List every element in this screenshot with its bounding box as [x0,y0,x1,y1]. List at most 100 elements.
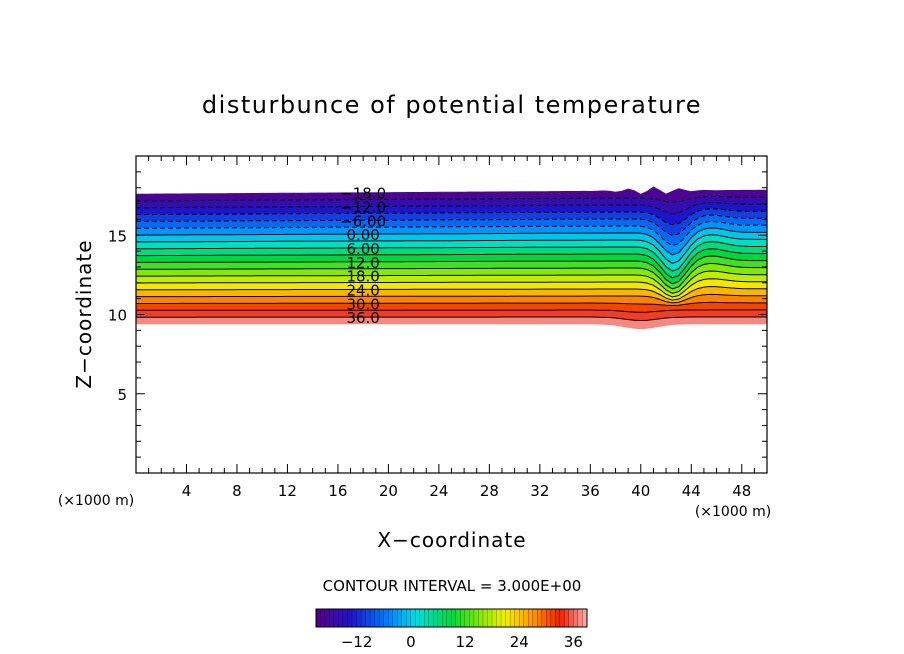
contour-bands [136,186,767,330]
colorbar-swatch [568,609,574,627]
colorbar-tick-label: 36 [564,633,583,651]
contour-level-label: 24.0 [346,281,379,299]
colorbar-swatch [460,609,466,627]
contour-line [136,285,767,301]
colorbar-frame [315,608,588,628]
colorbar-swatch [334,609,339,627]
colorbar-swatch [528,609,534,627]
colorbar-swatch [415,609,421,627]
colorbar-swatch [424,609,430,627]
colorbar-swatch [428,609,434,627]
colorbar-swatch [537,609,543,627]
contour-line [136,293,767,304]
contour-line [136,255,767,285]
x-tick-label: 24 [429,482,448,500]
colorbar-swatch [451,609,457,627]
colorbar-swatch [410,609,416,627]
colorbar-swatch [469,609,475,627]
y-tick-label: 5 [117,386,127,404]
contour-level-label: 0.00 [346,226,379,244]
x-unit-left: (×1000 m) [58,493,134,509]
colorbar-swatch [577,609,583,627]
contour-line [136,214,767,237]
colorbar-swatch [356,609,362,627]
colorbar-swatch [446,609,452,627]
colorbar-swatch [456,609,461,627]
contour-lines [136,196,767,322]
colorbar-swatch [559,609,565,627]
colorbar-swatch [374,609,380,627]
colorbar-swatch [379,609,385,627]
y-tick-label: 10 [108,307,127,325]
colorbar-swatch [388,609,394,627]
colorbar-swatch [492,609,497,627]
colorbar-swatch [550,609,556,627]
contour-line [136,202,767,215]
contour-level-label: −18.0 [340,185,386,203]
colorbar-swatch [329,609,335,627]
contour-line [136,241,767,272]
y-axis-ticks: 5 10 15 [108,171,767,458]
colorbar-ticks: −12 0 12 24 36 [341,633,583,651]
colorbar-swatch [523,609,529,627]
colorbar-swatch [465,609,470,627]
colorbar-swatch [496,609,502,627]
colorbar-swatch [501,609,506,627]
colorbar-tick-label: −12 [341,633,373,651]
colorbar-swatch [478,609,484,627]
colorbar-tick-label: 12 [456,633,475,651]
contour-line [136,248,767,279]
chart-title: disturbunce of potential temperature [202,91,702,119]
colorbar [315,608,588,628]
colorbar-swatch [474,609,479,627]
colorbar-swatch [401,609,407,627]
colorbar-swatch [442,609,448,627]
colorbar-swatch [325,609,330,627]
x-tick-label: 12 [278,482,297,500]
colorbar-swatch [487,609,493,627]
contour-line [136,270,767,294]
colorbar-swatch [555,609,561,627]
colorbar-swatch [320,609,326,627]
colorbar-swatch [483,609,488,627]
colorbar-swatch [343,609,348,627]
contour-line [136,301,767,307]
x-axis-ticks: 4 8 12 16 20 24 28 32 36 40 44 48 [148,156,755,500]
colorbar-swatch [316,609,321,627]
contour-line [136,278,767,298]
x-tick-label: 28 [480,482,499,500]
x-tick-label: 8 [232,482,242,500]
colorbar-swatch [365,609,371,627]
colorbar-swatch [352,609,357,627]
contour-interval-text: CONTOUR INTERVAL = 3.000E+00 [323,577,582,595]
contour-level-label: 30.0 [346,295,379,313]
colorbar-swatch [406,609,412,627]
y-axis-label: Z−coordinate [72,239,96,388]
x-tick-label: 20 [379,482,398,500]
colorbar-swatch [392,609,398,627]
contour-line [136,208,767,226]
colorbar-swatch [582,609,588,627]
colorbar-swatch [370,609,376,627]
contour-line [136,234,767,264]
contour-level-label: 36.0 [346,309,379,327]
colorbar-swatch [519,609,525,627]
contour-line [136,220,767,247]
x-tick-label: 36 [581,482,600,500]
x-tick-label: 48 [732,482,751,500]
x-tick-label: 40 [631,482,650,500]
colorbar-swatch [397,609,403,627]
colorbar-swatch [541,609,547,627]
colorbar-swatch [573,609,579,627]
colorbar-tick-label: 24 [510,633,529,651]
colorbar-swatch [546,609,552,627]
contour-level-labels: −18.0−12.0−6.000.006.0012.018.024.030.03… [340,185,386,327]
x-tick-label: 32 [530,482,549,500]
contour-level-label: −6.00 [340,212,386,230]
colorbar-swatch [383,609,389,627]
colorbar-swatch [419,609,425,627]
x-tick-label: 44 [682,482,701,500]
contour-level-label: −12.0 [340,198,386,216]
contour-level-label: 12.0 [346,254,379,272]
